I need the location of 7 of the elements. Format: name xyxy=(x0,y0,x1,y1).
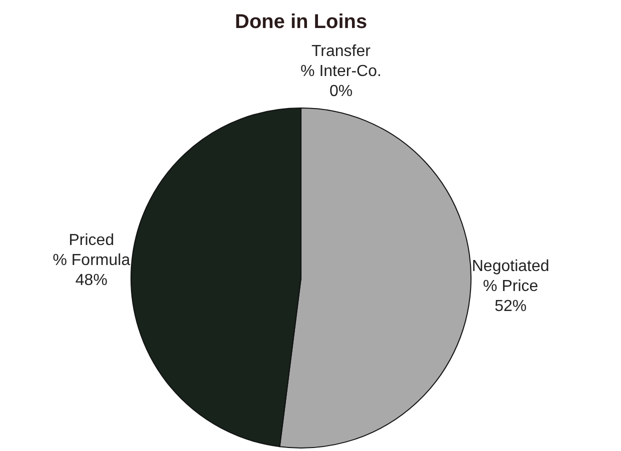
data-label: 48% xyxy=(75,272,108,289)
data-label: 52% xyxy=(494,298,527,316)
category-label: Transfer % Inter-Co. xyxy=(300,43,382,80)
slice-label: Negotiated % Price xyxy=(472,258,550,296)
chart-title: Done in Loins xyxy=(234,11,368,33)
text: 0% xyxy=(329,83,353,100)
slice-label: Priced % Formula xyxy=(52,232,130,269)
